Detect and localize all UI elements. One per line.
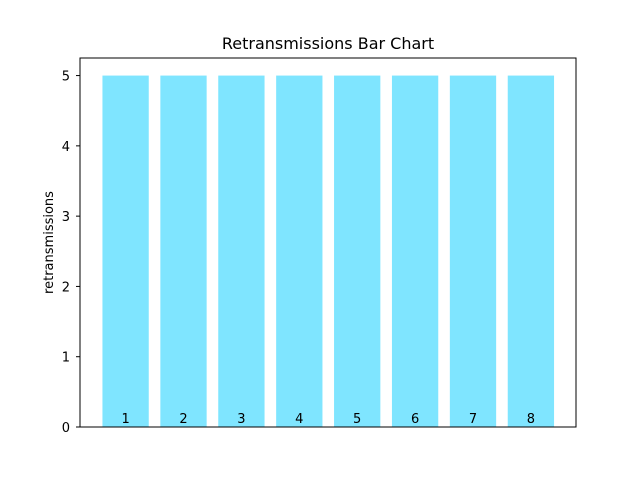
bar-6	[391, 75, 439, 427]
bar-2	[160, 75, 207, 427]
bar-label-5: 5	[353, 412, 361, 427]
y-ticks-group: 0 1 2 3 4 5	[62, 70, 80, 436]
plot-frame	[79, 57, 577, 428]
y-tick-label-2: 2	[62, 280, 70, 295]
bar-1	[102, 75, 149, 427]
y-axis-label: retransmissions	[42, 191, 57, 294]
bar-label-7: 7	[469, 412, 477, 427]
bar-7	[449, 75, 497, 427]
bar-label-4: 4	[295, 412, 303, 427]
bar-label-6: 6	[411, 412, 419, 427]
y-tick-label-0: 0	[62, 421, 70, 436]
y-tick-label-5: 5	[62, 70, 70, 85]
chart-title: Retransmissions Bar Chart	[222, 34, 434, 53]
bar-label-8: 8	[527, 412, 535, 427]
y-tick-label-3: 3	[62, 210, 70, 225]
bar-3	[218, 75, 265, 427]
bar-label-2: 2	[179, 412, 187, 427]
bar-label-1: 1	[121, 412, 129, 427]
bar-5	[334, 75, 381, 427]
y-tick-label-4: 4	[62, 140, 70, 155]
y-tick-label-1: 1	[62, 351, 70, 366]
bar-labels-group: 1 2 3 4 5 6 7 8	[121, 412, 535, 427]
bar-8	[507, 75, 555, 427]
bar-4	[276, 75, 323, 427]
bar-label-3: 3	[237, 412, 245, 427]
bars-group	[102, 75, 555, 427]
